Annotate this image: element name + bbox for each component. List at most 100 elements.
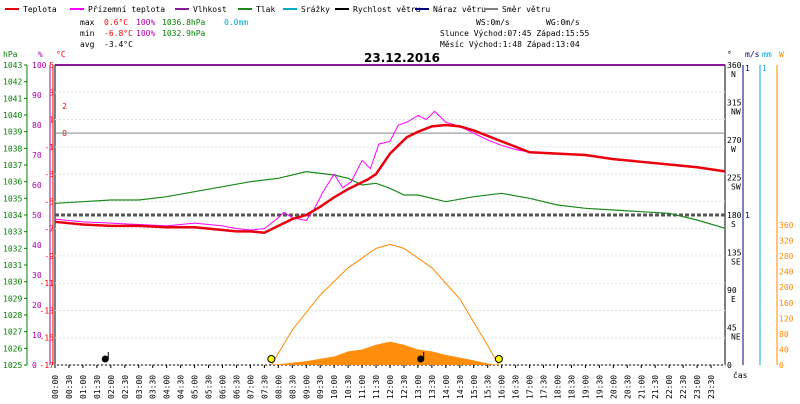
- tick-label-radiation: 120: [779, 314, 794, 323]
- plot-area: [54, 64, 726, 366]
- series-temperature: [54, 123, 726, 235]
- tick-label-hpa: 1039: [3, 128, 22, 137]
- unit-percent: %: [38, 50, 43, 59]
- x-tick-label: 15:00: [470, 375, 479, 399]
- tick-label-temp: -9: [44, 252, 54, 261]
- tick-label-radiation: 320: [779, 237, 794, 246]
- tick-label-hpa: 1043: [3, 61, 22, 70]
- x-tick-label: 02:00: [107, 375, 116, 399]
- tick-label-hpa: 1026: [3, 344, 22, 353]
- x-tick-label: 16:00: [498, 375, 507, 399]
- tick-label-hpa: 1030: [3, 278, 22, 287]
- x-tick-label: 10:00: [330, 375, 339, 399]
- x-tick-label: 11:00: [358, 375, 367, 399]
- legend: Teplota Přízemní teplota Vlhkost Tlak Srážky…: [5, 5, 550, 14]
- unit-rain: mm: [762, 50, 772, 59]
- tick-label-percent: 70: [32, 151, 42, 160]
- tick-label-direction: 45: [727, 324, 737, 333]
- tick-label-temp: -15: [40, 334, 55, 343]
- unit-hpa: hPa: [3, 50, 18, 59]
- tick-label-percent: 10: [32, 331, 42, 340]
- tick-label-radiation: 200: [779, 283, 794, 292]
- tick-label-temp: -7: [44, 225, 54, 234]
- x-tick-label: 03:00: [135, 375, 144, 399]
- tick-label-hpa: 1029: [3, 294, 22, 303]
- tick-label-hpa: 1032: [3, 244, 22, 253]
- tick-label-percent: 0: [32, 361, 37, 370]
- x-tick-label: 10:30: [344, 375, 353, 399]
- x-tick-label: 01:30: [93, 375, 102, 399]
- tick-label-compass: SW: [731, 183, 741, 192]
- x-tick-label: 22:00: [665, 375, 674, 399]
- stat-max-press: 1036.8hPa: [162, 18, 206, 27]
- stat-rain-total: 0.0mm: [224, 18, 248, 27]
- tick-label-compass: S: [731, 220, 736, 229]
- x-tick-label: 21:30: [651, 375, 660, 399]
- unit-direction: °: [727, 50, 732, 59]
- tick-label-radiation: 80: [779, 330, 789, 339]
- unit-wind: m/s: [745, 50, 760, 59]
- tick-label-temp: 5: [49, 61, 54, 70]
- legend-label: Srážky: [301, 5, 330, 14]
- tick-label-temp: 3: [49, 88, 54, 97]
- tick-label-hpa: 1027: [3, 328, 22, 337]
- x-tick-label: 06:30: [232, 375, 241, 399]
- x-tick-label: 20:00: [609, 375, 618, 399]
- x-tick-label: 18:30: [567, 375, 576, 399]
- tick-label-hpa: 1040: [3, 111, 22, 120]
- x-tick-label: 13:00: [414, 375, 423, 399]
- x-tick-label: 06:00: [219, 375, 228, 399]
- series-pressure: [54, 171, 726, 229]
- tick-label-direction: 270: [727, 136, 742, 145]
- x-tick-label: 08:30: [288, 375, 297, 399]
- legend-label: Přízemní teplota: [88, 5, 165, 14]
- moon-marker: [417, 355, 425, 363]
- x-tick-label: 17:00: [526, 375, 535, 399]
- x-tick-label: 15:30: [484, 375, 493, 399]
- x-tick-label: 05:00: [191, 375, 200, 399]
- stat-max-hum: 100%: [136, 18, 155, 27]
- x-tick-label: 07:00: [246, 375, 255, 399]
- tick-label-hpa: 1034: [3, 211, 22, 220]
- tick-label-percent: 90: [32, 91, 42, 100]
- x-tick-label: 19:00: [581, 375, 590, 399]
- stat-min-press: 1032.9hPa: [162, 29, 206, 38]
- x-tick-label: 16:30: [512, 375, 521, 399]
- tick-label-wind: 1: [745, 64, 750, 73]
- tick-label-percent: 80: [32, 121, 42, 130]
- axes: 1043104210411040103910381037103610351034…: [3, 61, 794, 370]
- tick-label-hpa: 1042: [3, 78, 22, 87]
- stat-min-label: min: [80, 29, 95, 38]
- tick-label-hpa: 1038: [3, 144, 22, 153]
- tick-label-compass: NW: [731, 108, 741, 117]
- x-tick-label: 17:30: [540, 375, 549, 399]
- stat-wind-gust: WG:0m/s: [546, 18, 580, 27]
- x-tick-label: 12:00: [386, 375, 395, 399]
- stat-sun: Slunce Východ:07:45 Západ:15:55: [440, 29, 589, 38]
- x-tick-label: 23:30: [707, 375, 716, 399]
- tick-label-direction: 360: [727, 61, 742, 70]
- legend-label: Směr větru: [502, 5, 550, 14]
- x-tick-label: 22:30: [679, 375, 688, 399]
- legend-label: Tlak: [256, 5, 275, 14]
- tick-label-radiation: 0: [779, 361, 784, 370]
- x-tick-label: 20:30: [623, 375, 632, 399]
- series-radiation-theory: [270, 243, 500, 366]
- moon-marker: [101, 355, 109, 363]
- tick-label-temp: -5: [44, 197, 54, 206]
- tick-label-temp: -3: [44, 170, 54, 179]
- x-tick-label: 23:00: [693, 375, 702, 399]
- stat-min-hum: 100%: [136, 29, 155, 38]
- tick-label-radiation: 240: [779, 268, 794, 277]
- tick-label-hpa: 1031: [3, 261, 22, 270]
- stat-min-temp: -6.8°C: [104, 29, 133, 38]
- tick-label-direction: 0: [727, 361, 732, 370]
- tick-label-direction: 315: [727, 99, 742, 108]
- x-tick-label: 21:00: [637, 375, 646, 399]
- tick-label-direction: 180: [727, 211, 742, 220]
- tick-label-hpa: 1036: [3, 178, 22, 187]
- x-tick-label: 09:30: [316, 375, 325, 399]
- x-tick-label: 13:30: [428, 375, 437, 399]
- tick-label-compass: N: [731, 70, 736, 79]
- unit-radiation: W: [779, 50, 784, 59]
